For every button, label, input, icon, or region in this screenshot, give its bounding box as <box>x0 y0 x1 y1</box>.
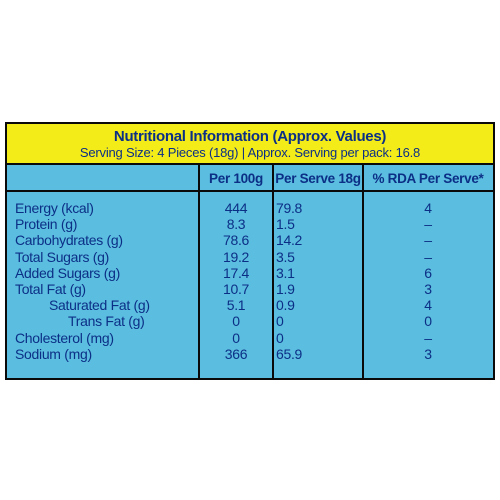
value-rda: 0 <box>424 313 432 330</box>
value-rda: 4 <box>424 200 432 216</box>
nutrient-row-trans-fat: Trans Fat (g) 0 0 0 <box>7 313 493 329</box>
value-per-100g: 17.4 <box>222 264 250 281</box>
serving-info: Serving Size: 4 Pieces (18g) | Approx. S… <box>79 145 421 160</box>
value-rda: 3 <box>424 345 432 362</box>
nutrient-row-protein: Protein (g) 8.3 1.5 – <box>7 216 493 232</box>
value-per-100g: 78.6 <box>222 232 250 249</box>
value-per-serve: 3.1 <box>276 264 295 281</box>
nutrient-row-added-sugars: Added Sugars (g) 17.4 3.1 6 <box>7 265 493 281</box>
nutrient-name: Protein (g) <box>15 216 78 233</box>
nutrient-name: Cholesterol (mg) <box>15 329 114 346</box>
nutrient-row-energy: Energy (kcal) 444 79.8 4 <box>7 200 493 216</box>
nutrient-row-cholesterol: Cholesterol (mg) 0 0 – <box>7 330 493 346</box>
value-per-100g: 366 <box>224 345 248 362</box>
value-per-serve: 1.5 <box>276 216 295 233</box>
value-per-serve: 0 <box>276 329 284 346</box>
nutrient-name: Total Sugars (g) <box>15 248 110 265</box>
nutrient-name: Added Sugars (g) <box>15 264 120 281</box>
value-per-100g: 10.7 <box>222 280 250 297</box>
value-per-100g: 5.1 <box>226 297 246 314</box>
nutrient-name: Carbohydrates (g) <box>15 232 123 249</box>
value-per-serve: 0 <box>276 313 284 330</box>
value-per-serve: 79.8 <box>276 200 303 216</box>
nutrient-name: Trans Fat (g) <box>68 313 145 330</box>
value-per-100g: 0 <box>232 329 240 346</box>
nutrient-name: Total Fat (g) <box>15 280 86 297</box>
nutrient-name: Saturated Fat (g) <box>49 297 150 314</box>
value-rda: 3 <box>424 280 432 297</box>
value-per-serve: 0.9 <box>276 297 295 314</box>
nutrition-title: Nutritional Information (Approx. Values) <box>113 128 387 145</box>
value-per-serve: 14.2 <box>276 232 303 249</box>
value-rda: 6 <box>424 264 432 281</box>
value-rda: – <box>424 329 432 346</box>
value-per-serve: 3.5 <box>276 248 295 265</box>
value-per-serve: 65.9 <box>276 345 303 362</box>
value-per-100g: 8.3 <box>226 216 246 233</box>
value-per-100g: 444 <box>224 200 248 216</box>
value-rda: – <box>424 232 432 249</box>
column-header-rda: % RDA Per Serve* <box>372 171 484 186</box>
column-header-per-serve: Per Serve 18g <box>275 171 361 186</box>
nutrient-rows: Energy (kcal) 444 79.8 4 Protein (g) 8.3… <box>7 200 493 362</box>
column-header-per-100g: Per 100g <box>209 171 263 186</box>
value-rda: 4 <box>424 297 432 314</box>
column-divider <box>198 165 200 378</box>
nutrient-row-total-sugars: Total Sugars (g) 19.2 3.5 – <box>7 249 493 265</box>
nutrient-row-total-fat: Total Fat (g) 10.7 1.9 3 <box>7 281 493 297</box>
nutrient-name: Energy (kcal) <box>15 200 94 216</box>
nutrition-label: Nutritional Information (Approx. Values)… <box>5 122 495 380</box>
header-divider <box>7 190 493 192</box>
value-per-100g: 19.2 <box>222 248 250 265</box>
value-per-100g: 0 <box>232 313 240 330</box>
nutrient-row-carbohydrates: Carbohydrates (g) 78.6 14.2 – <box>7 232 493 248</box>
nutrition-header: Nutritional Information (Approx. Values)… <box>7 124 493 165</box>
nutrient-row-sodium: Sodium (mg) 366 65.9 3 <box>7 346 493 362</box>
value-rda: – <box>424 248 432 265</box>
nutrient-name: Sodium (mg) <box>15 345 92 362</box>
column-divider <box>362 165 364 378</box>
column-divider <box>272 165 274 378</box>
value-per-serve: 1.9 <box>276 280 295 297</box>
value-rda: – <box>424 216 432 233</box>
nutrient-row-saturated-fat: Saturated Fat (g) 5.1 0.9 4 <box>7 297 493 313</box>
